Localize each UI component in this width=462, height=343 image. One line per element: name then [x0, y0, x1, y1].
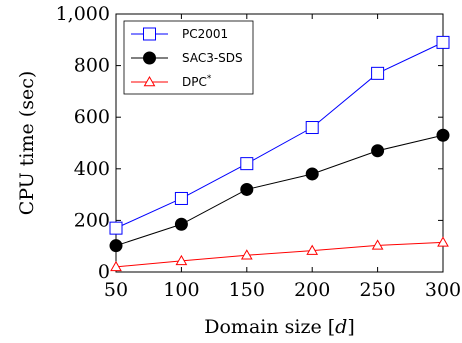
legend-item: SAC3-SDS [131, 51, 243, 65]
x-axis-title-close: ] [347, 316, 354, 338]
data-point [437, 236, 449, 247]
legend-swatch-marker [143, 27, 156, 41]
y-tick-label: 800 [74, 55, 110, 77]
x-tick-label: 200 [294, 279, 330, 301]
series-3 [110, 236, 449, 272]
series-1 [109, 35, 450, 235]
legend-label: SAC3-SDS [182, 51, 243, 65]
legend-item: DPC* [131, 74, 212, 89]
x-axis-title: Domain size [d] [204, 316, 355, 338]
data-point [240, 157, 254, 171]
data-point [436, 35, 450, 49]
data-point [174, 217, 188, 231]
x-tick-label: 50 [104, 279, 128, 301]
y-axis-title: CPU time (sec) [16, 71, 38, 216]
series-line [115, 41, 444, 229]
data-point [109, 221, 123, 235]
data-point [371, 144, 385, 158]
data-point [371, 239, 384, 250]
data-point [240, 249, 253, 260]
legend-swatch-marker [143, 75, 156, 87]
y-axis: 0 200 400 600 800 1,000 [56, 3, 443, 283]
plot-frame [115, 13, 444, 273]
x-axis-title-variable: d [335, 316, 347, 338]
data-point [175, 254, 188, 266]
plot-area: 50 100 150 200 250 300 0 200 400 600 800 1,000 [56, 3, 462, 301]
x-tick-label: 150 [229, 279, 265, 301]
data-point [306, 244, 319, 255]
x-tick-label: 250 [359, 279, 395, 301]
y-tick-label: 200 [74, 209, 110, 231]
x-tick-label: 100 [163, 279, 199, 301]
data-point [110, 260, 122, 272]
legend-label: PC2001 [182, 27, 228, 41]
data-point [371, 66, 385, 80]
legend: PC2001 SAC3-SDS DPC* [123, 20, 254, 95]
data-point [174, 191, 188, 205]
x-axis: 50 100 150 200 250 300 [104, 14, 461, 301]
data-point [109, 239, 123, 253]
series-2 [109, 128, 450, 253]
series-line [115, 134, 444, 247]
legend-label: DPC* [182, 74, 212, 89]
x-tick-label: 300 [425, 279, 461, 301]
y-tick-label: 1,000 [56, 3, 110, 25]
data-point [305, 121, 319, 135]
x-axis-title-text: Domain size [ [204, 316, 335, 338]
series-line [115, 241, 444, 268]
data-point [436, 128, 450, 142]
data-point [240, 182, 254, 196]
legend-swatch-marker [143, 51, 156, 65]
data-point [305, 167, 319, 181]
legend-label-superscript: * [207, 74, 212, 84]
y-tick-label: 0 [98, 261, 110, 283]
legend-item: PC2001 [131, 27, 228, 41]
y-tick-label: 600 [74, 106, 110, 128]
y-tick-label: 400 [74, 158, 110, 180]
series-layer [109, 35, 450, 272]
